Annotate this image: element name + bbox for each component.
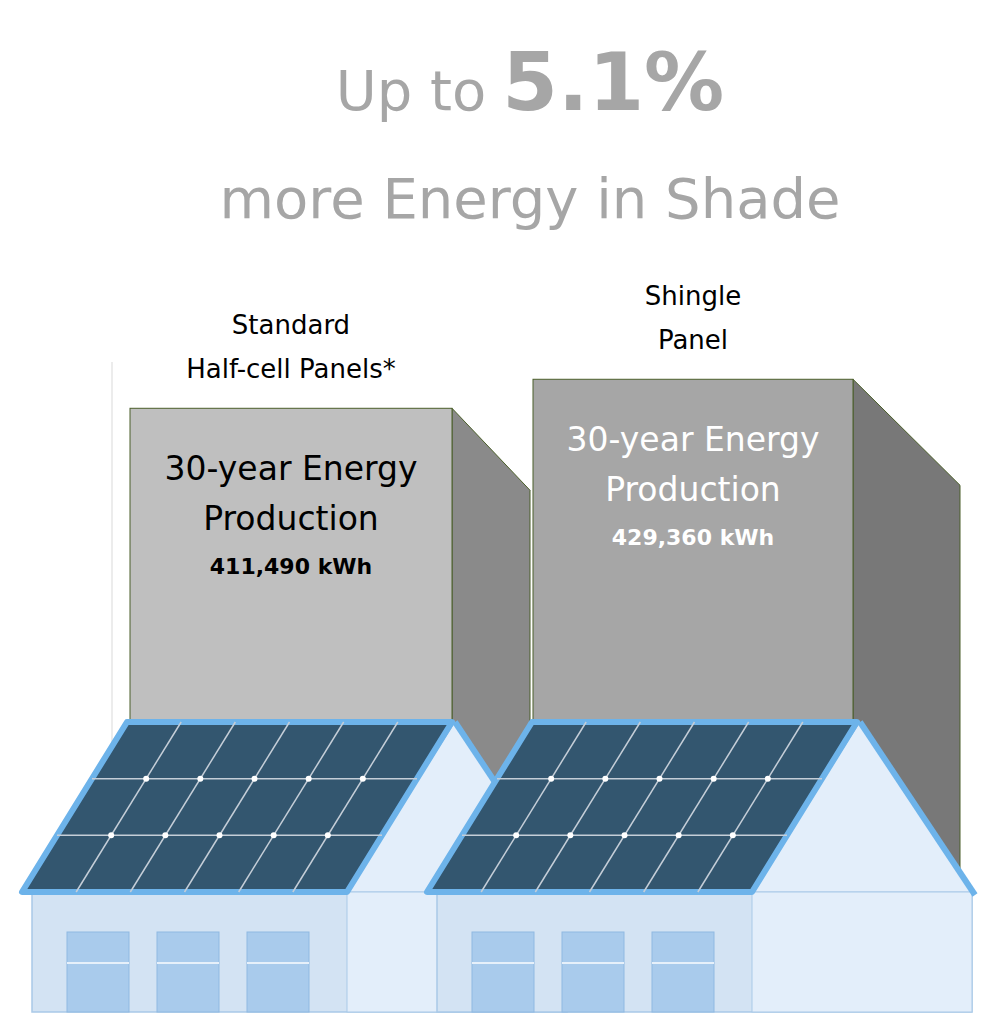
solar-roof	[427, 722, 857, 892]
panel-dot	[622, 832, 628, 838]
panel-dot	[513, 832, 519, 838]
gable-edge	[860, 722, 975, 895]
panel-dot	[657, 776, 663, 782]
chart: Up to5.1% more Energy in Shade Standard Hal…	[0, 0, 1000, 1035]
category-label: Shingle Panel	[645, 281, 741, 355]
category-label-line: Shingle	[645, 281, 741, 311]
window-bar	[247, 962, 309, 964]
title: Up to5.1%	[336, 36, 724, 129]
panel-dot	[676, 832, 682, 838]
window-bar	[67, 962, 129, 964]
panel-dot	[548, 776, 554, 782]
annotation: 30-year Energy Production	[567, 420, 820, 509]
window	[157, 932, 219, 1012]
panel-line	[76, 722, 181, 892]
window-bar	[157, 962, 219, 964]
panel-line	[239, 722, 344, 892]
title-part: Up to	[336, 58, 487, 123]
panel-line	[535, 722, 640, 892]
window	[472, 932, 534, 1012]
panel-dot	[143, 776, 149, 782]
solar-roof	[22, 722, 452, 892]
panel-dot	[306, 776, 312, 782]
panel-dot	[567, 832, 573, 838]
panel-dot	[252, 776, 258, 782]
panel-line	[293, 722, 398, 892]
annotation-line: 30-year Energy	[165, 449, 418, 488]
annotation-line: 30-year Energy	[567, 420, 820, 459]
panel-dot	[730, 832, 736, 838]
panel-line	[130, 722, 235, 892]
panel-dot	[360, 776, 366, 782]
panel-dot	[325, 832, 331, 838]
data-label: 411,490 kWh	[210, 554, 372, 579]
window	[67, 932, 129, 1012]
subtitle: more Energy in Shade	[220, 166, 841, 231]
panel-line	[185, 722, 290, 892]
annotation-line: Production	[203, 499, 379, 538]
window-bar	[472, 962, 534, 964]
window-bar	[562, 962, 624, 964]
house-facade	[752, 892, 972, 1012]
window	[652, 932, 714, 1012]
category-label-line: Standard	[232, 310, 350, 340]
panel-dot	[271, 832, 277, 838]
panel-dot	[602, 776, 608, 782]
panel-line	[644, 722, 749, 892]
category-label: Standard Half-cell Panels*	[186, 310, 396, 384]
panel-dot	[765, 776, 771, 782]
panel-dot	[108, 832, 114, 838]
category-label-line: Half-cell Panels*	[186, 354, 396, 384]
category-label-line: Panel	[658, 325, 728, 355]
panel-dot	[711, 776, 717, 782]
panel-line	[481, 722, 586, 892]
house	[427, 722, 975, 1012]
panel-dot	[217, 832, 223, 838]
panel-line	[590, 722, 695, 892]
window	[247, 932, 309, 1012]
annotation: 30-year Energy Production	[165, 449, 418, 538]
window-bar	[652, 962, 714, 964]
data-label: 429,360 kWh	[612, 525, 774, 550]
annotation-line: Production	[605, 470, 781, 509]
panel-line	[698, 722, 803, 892]
title-emphasis: 5.1%	[502, 36, 724, 129]
panel-dot	[197, 776, 203, 782]
panel-dot	[162, 832, 168, 838]
window	[562, 932, 624, 1012]
house-wall	[437, 892, 972, 1012]
